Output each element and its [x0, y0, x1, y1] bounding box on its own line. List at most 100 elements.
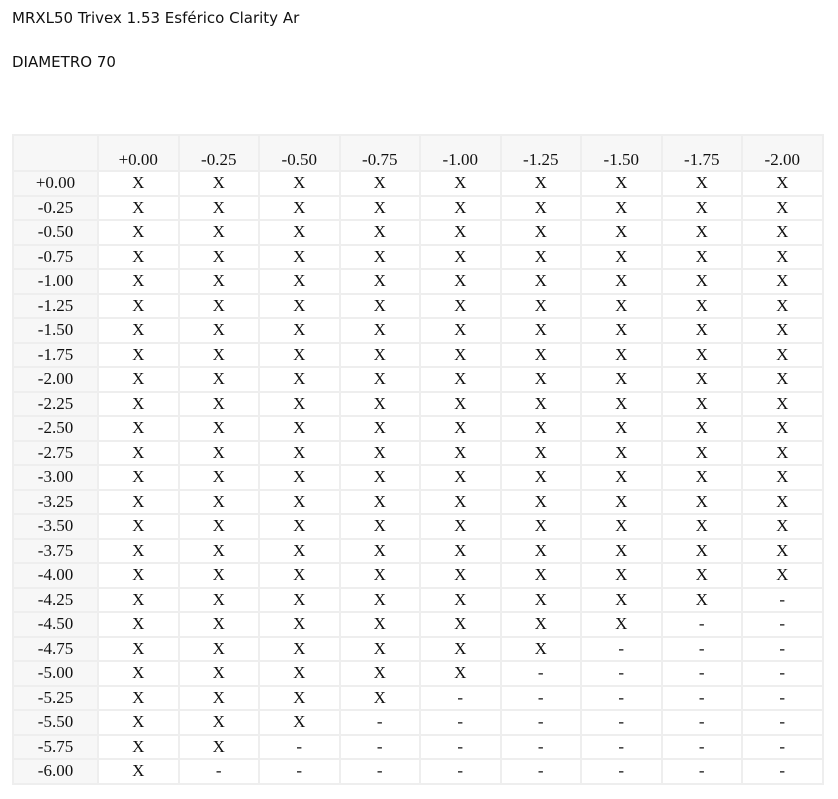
availability-cell: X — [177, 513, 260, 540]
availability-cell: X — [419, 366, 502, 393]
availability-cell: - — [419, 709, 502, 736]
table-row: -3.50 X X X X X X X X X — [12, 513, 824, 540]
table-row: -0.25 X X X X X X X X X — [12, 194, 824, 221]
availability-cell: X — [419, 439, 502, 466]
availability-cell: - — [741, 709, 824, 736]
availability-cell: X — [741, 464, 824, 491]
table-row: -5.00 X X X X X - - - - — [12, 660, 824, 687]
row-header: -5.00 — [12, 660, 99, 687]
availability-cell: - — [419, 733, 502, 760]
availability-cell: X — [97, 366, 180, 393]
row-header: -1.75 — [12, 341, 99, 368]
availability-cell: - — [499, 758, 582, 785]
availability-cell: - — [660, 611, 743, 638]
availability-cell: X — [338, 415, 421, 442]
availability-cell: - — [660, 709, 743, 736]
availability-cell: - — [660, 758, 743, 785]
availability-cell: X — [419, 611, 502, 638]
availability-cell: X — [338, 170, 421, 197]
availability-cell: X — [419, 341, 502, 368]
availability-cell: X — [660, 366, 743, 393]
row-header: -3.00 — [12, 464, 99, 491]
availability-cell: X — [741, 292, 824, 319]
availability-cell: X — [177, 243, 260, 270]
row-header: -4.25 — [12, 586, 99, 613]
availability-cell: X — [419, 219, 502, 246]
availability-cell: X — [177, 341, 260, 368]
availability-cell: X — [499, 366, 582, 393]
availability-cell: X — [258, 194, 341, 221]
availability-cell: X — [258, 537, 341, 564]
availability-cell: X — [499, 513, 582, 540]
availability-cell: - — [580, 709, 663, 736]
column-header: -1.00 — [419, 134, 502, 172]
availability-cell: X — [499, 611, 582, 638]
row-header: -3.75 — [12, 537, 99, 564]
availability-cell: X — [580, 537, 663, 564]
row-header: +0.00 — [12, 170, 99, 197]
availability-cell: - — [580, 733, 663, 760]
availability-cell: X — [97, 513, 180, 540]
table-row: -1.75 X X X X X X X X X — [12, 341, 824, 368]
availability-cell: X — [419, 170, 502, 197]
availability-cell: X — [177, 488, 260, 515]
availability-cell: X — [499, 219, 582, 246]
availability-cell: X — [177, 464, 260, 491]
availability-cell: X — [580, 562, 663, 589]
availability-cell: X — [338, 439, 421, 466]
availability-cell: X — [419, 562, 502, 589]
availability-cell: X — [580, 292, 663, 319]
row-header: -4.00 — [12, 562, 99, 589]
availability-cell: X — [338, 611, 421, 638]
availability-cell: X — [741, 390, 824, 417]
availability-cell: X — [660, 537, 743, 564]
availability-cell: X — [177, 537, 260, 564]
availability-cell: X — [499, 439, 582, 466]
availability-cell: X — [97, 170, 180, 197]
availability-cell: X — [660, 317, 743, 344]
availability-cell: X — [660, 562, 743, 589]
table-row: +0.00 X X X X X X X X X — [12, 170, 824, 197]
availability-cell: X — [97, 292, 180, 319]
availability-cell: X — [419, 194, 502, 221]
table-row: -2.50 X X X X X X X X X — [12, 415, 824, 442]
availability-cell: X — [258, 341, 341, 368]
availability-cell: X — [419, 243, 502, 270]
availability-cell: X — [660, 488, 743, 515]
table-row: -5.75 X X - - - - - - - — [12, 733, 824, 760]
availability-cell: X — [97, 611, 180, 638]
availability-cell: X — [499, 537, 582, 564]
availability-cell: X — [338, 586, 421, 613]
row-header: -2.25 — [12, 390, 99, 417]
availability-cell: X — [97, 537, 180, 564]
availability-cell: - — [338, 733, 421, 760]
availability-cell: X — [660, 219, 743, 246]
availability-cell: X — [97, 415, 180, 442]
availability-cell: X — [258, 660, 341, 687]
availability-cell: X — [580, 586, 663, 613]
column-header: -0.25 — [177, 134, 260, 172]
availability-cell: X — [177, 611, 260, 638]
availability-cell: X — [741, 317, 824, 344]
availability-cell: X — [97, 733, 180, 760]
availability-cell: X — [660, 194, 743, 221]
availability-cell: X — [660, 415, 743, 442]
availability-cell: X — [97, 488, 180, 515]
availability-cell: X — [499, 562, 582, 589]
availability-cell: - — [741, 611, 824, 638]
row-header: -1.25 — [12, 292, 99, 319]
availability-cell: X — [580, 170, 663, 197]
row-header: -5.25 — [12, 684, 99, 711]
availability-cell: X — [177, 219, 260, 246]
table-row: -2.00 X X X X X X X X X — [12, 366, 824, 393]
column-header: -2.00 — [741, 134, 824, 172]
availability-cell: X — [338, 390, 421, 417]
availability-cell: X — [97, 635, 180, 662]
availability-cell: X — [499, 194, 582, 221]
availability-cell: X — [741, 194, 824, 221]
availability-cell: X — [177, 317, 260, 344]
availability-cell: X — [258, 562, 341, 589]
availability-cell: X — [177, 390, 260, 417]
availability-cell: - — [177, 758, 260, 785]
availability-cell: X — [741, 243, 824, 270]
